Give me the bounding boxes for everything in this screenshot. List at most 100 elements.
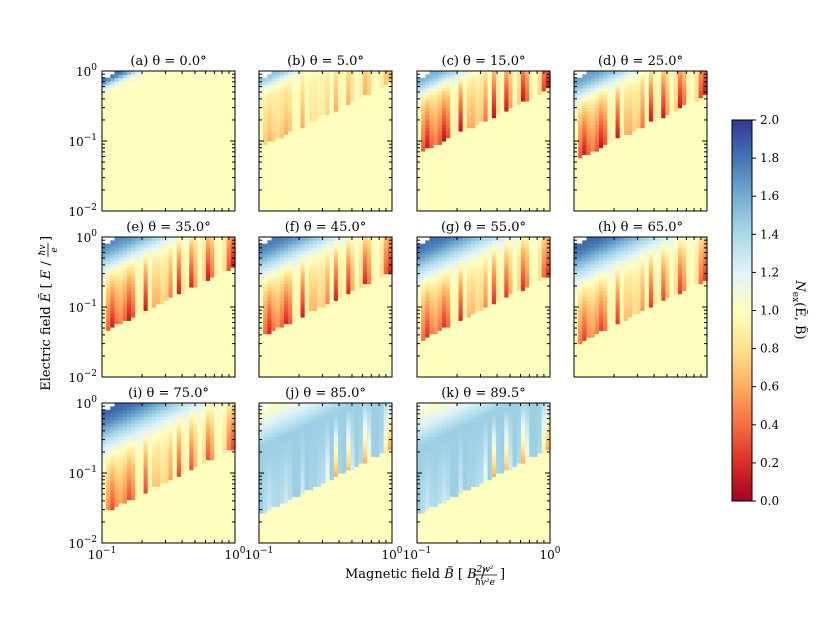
heatmap-cell xyxy=(574,104,579,109)
heatmap-cell xyxy=(487,127,493,132)
heatmap-cell xyxy=(271,194,277,199)
heatmap-cell xyxy=(603,71,608,75)
heatmap-cell xyxy=(454,101,460,105)
heatmap-cell xyxy=(325,134,331,139)
heatmap-cell xyxy=(263,121,268,125)
heatmap-cell xyxy=(131,91,136,95)
heatmap-cell xyxy=(454,97,460,102)
heatmap-cell xyxy=(201,137,207,142)
heatmap-cell xyxy=(135,154,141,159)
heatmap-cell xyxy=(487,81,493,85)
heatmap-cell xyxy=(541,124,547,129)
heatmap-cell xyxy=(495,194,501,199)
heatmap-cell xyxy=(574,164,579,169)
heatmap-cell xyxy=(160,74,165,79)
heatmap-cell xyxy=(222,154,228,159)
heatmap-cell xyxy=(342,71,347,75)
heatmap-cell xyxy=(590,141,596,145)
heatmap-cell xyxy=(118,114,124,119)
heatmap-cell xyxy=(582,114,588,119)
heatmap-cell xyxy=(325,104,331,109)
heatmap-cell xyxy=(462,181,468,185)
heatmap-cell xyxy=(279,194,285,199)
heatmap-cell xyxy=(454,114,460,119)
heatmap-cell xyxy=(288,197,293,202)
heatmap-cell xyxy=(172,207,178,212)
heatmap-cell xyxy=(590,91,596,95)
heatmap-cell xyxy=(471,117,476,122)
heatmap-cell xyxy=(582,164,588,169)
heatmap-cell xyxy=(139,161,145,165)
heatmap-cell xyxy=(466,177,472,182)
heatmap-cell xyxy=(325,111,331,115)
heatmap-cell xyxy=(296,84,302,89)
heatmap-cell xyxy=(619,91,625,95)
heatmap-cell xyxy=(218,171,224,175)
heatmap-cell xyxy=(259,127,264,132)
heatmap-cell xyxy=(483,131,489,135)
heatmap-cell xyxy=(210,167,215,172)
heatmap-cell xyxy=(483,71,489,75)
heatmap-cell xyxy=(640,121,646,125)
heatmap-cell xyxy=(218,177,224,182)
heatmap-cell xyxy=(226,204,232,209)
heatmap-cell xyxy=(628,77,633,82)
heatmap-cell xyxy=(387,91,393,95)
heatmap-cell xyxy=(437,94,443,99)
heatmap-cell xyxy=(545,194,551,199)
heatmap-cell xyxy=(466,97,472,102)
heatmap-cell xyxy=(437,141,443,145)
heatmap-cell xyxy=(135,127,141,132)
heatmap-cell xyxy=(263,87,268,92)
heatmap-cell xyxy=(371,151,376,155)
heatmap-cell xyxy=(533,74,539,79)
heatmap-cell xyxy=(607,207,613,212)
heatmap-cell xyxy=(230,151,236,155)
heatmap-cell xyxy=(504,71,510,75)
heatmap-cell xyxy=(458,104,464,109)
heatmap-cell xyxy=(189,121,195,125)
heatmap-cell xyxy=(164,71,170,75)
heatmap-cell xyxy=(578,187,583,192)
heatmap-cell xyxy=(354,191,360,195)
heatmap-cell xyxy=(421,141,426,145)
heatmap-cell xyxy=(222,167,228,172)
heatmap-cell xyxy=(147,154,153,159)
heatmap-cell xyxy=(292,174,298,179)
heatmap-cell xyxy=(471,201,476,205)
heatmap-cell xyxy=(582,157,588,162)
heatmap-cell xyxy=(525,131,530,135)
heatmap-cell xyxy=(421,94,426,99)
heatmap-cell xyxy=(383,117,389,122)
heatmap-cell xyxy=(383,194,389,199)
heatmap-cell xyxy=(342,174,347,179)
heatmap-cell xyxy=(300,164,306,169)
heatmap-cell xyxy=(131,194,136,199)
heatmap-cell xyxy=(300,111,306,115)
heatmap-cell xyxy=(358,107,364,112)
heatmap-cell xyxy=(160,71,165,75)
heatmap-cell xyxy=(201,84,207,89)
heatmap-cell xyxy=(648,124,654,129)
heatmap-cell xyxy=(114,207,120,212)
heatmap-cell xyxy=(176,74,182,79)
heatmap-cell xyxy=(446,157,451,162)
heatmap-cell xyxy=(189,161,195,165)
heatmap-cell xyxy=(466,71,472,75)
heatmap-cell xyxy=(205,204,211,209)
heatmap-cell xyxy=(168,191,174,195)
heatmap-cell xyxy=(143,117,149,122)
heatmap-cell xyxy=(189,127,195,132)
heatmap-cell xyxy=(433,171,439,175)
heatmap-cell xyxy=(525,144,530,149)
heatmap-cell xyxy=(300,207,306,212)
heatmap-cell xyxy=(454,124,460,129)
heatmap-cell xyxy=(611,144,617,149)
heatmap-cell xyxy=(446,164,451,169)
heatmap-cell xyxy=(375,161,381,165)
heatmap-cell xyxy=(375,74,381,79)
heatmap-cell xyxy=(441,71,447,75)
heatmap-cell xyxy=(135,187,141,192)
heatmap-cell xyxy=(118,124,124,129)
heatmap-cell xyxy=(607,111,613,115)
